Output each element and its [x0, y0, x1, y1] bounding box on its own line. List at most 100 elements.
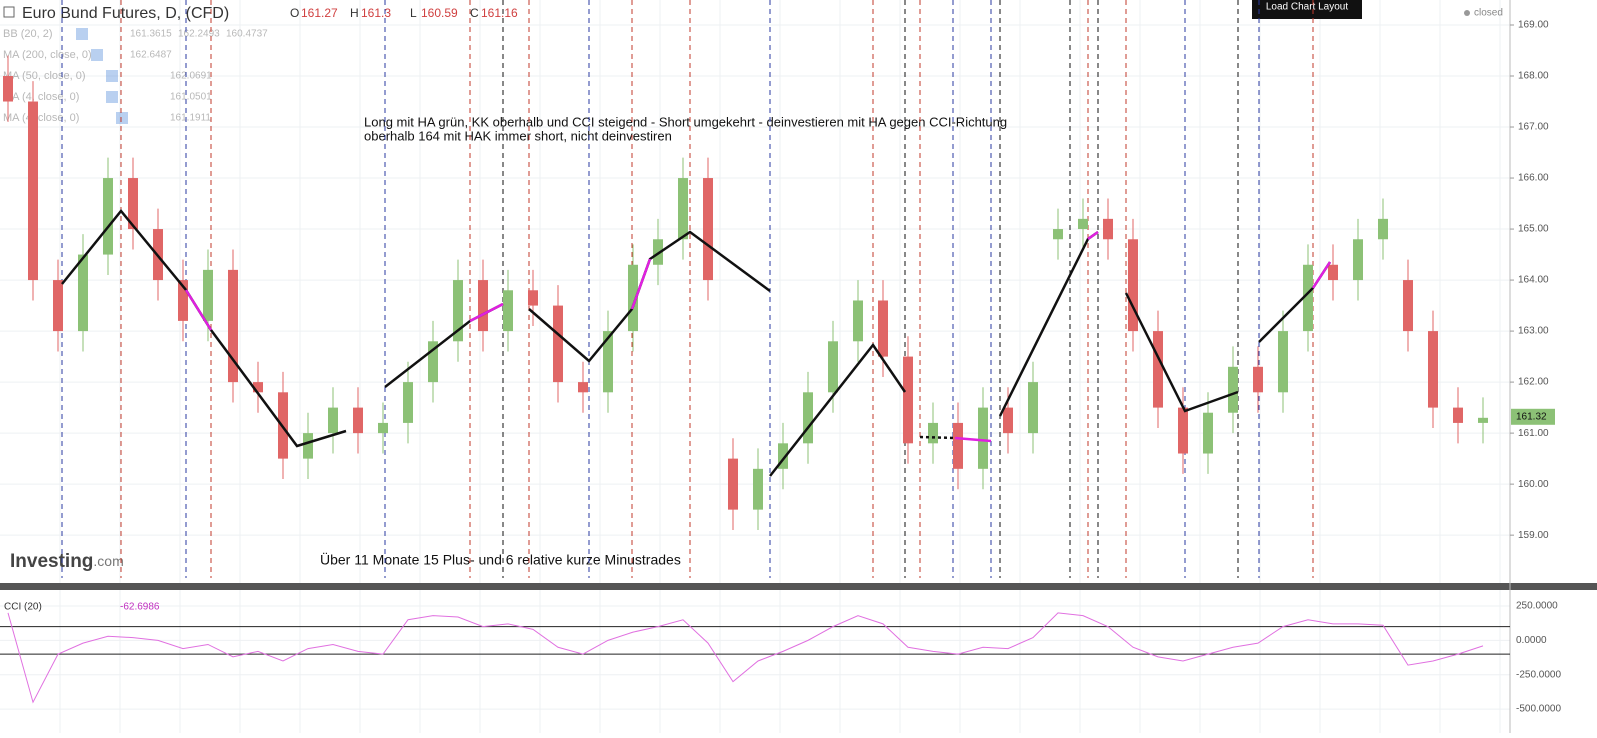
candle-body	[603, 331, 613, 393]
y-tick-label: 166.00	[1518, 173, 1549, 184]
cci-current: -62.6986	[120, 602, 160, 613]
y-tick-label: -250.0000	[1516, 669, 1561, 680]
candle-body	[903, 356, 913, 444]
y-tick-label: 164.00	[1518, 275, 1549, 286]
y-tick-label: 0.0000	[1516, 635, 1547, 646]
collapse-icon[interactable]	[3, 6, 15, 18]
trend-line-highlight	[184, 289, 213, 331]
candle-body	[703, 178, 713, 281]
annotation: Long mit HA grün, KK oberhalb und CCI st…	[364, 114, 1007, 129]
trend-line	[769, 342, 907, 477]
indicator-icon[interactable]	[106, 70, 118, 82]
indicator-icon[interactable]	[106, 91, 118, 103]
y-tick-label: 169.00	[1518, 20, 1549, 31]
candle-body	[103, 178, 113, 255]
indicator-name: MA (50, close, 0)	[3, 70, 86, 82]
indicator-value: 162.0691	[170, 71, 212, 82]
y-tick-label: 162.00	[1518, 377, 1549, 388]
candle-body	[628, 264, 638, 332]
candle-body	[178, 280, 188, 321]
candle-body	[978, 407, 988, 469]
candle-body	[1478, 417, 1488, 423]
y-tick-label: 161.00	[1518, 428, 1549, 439]
indicator-name: MA (4, close, 0)	[3, 91, 79, 103]
candle-body	[853, 300, 863, 342]
ohlc-value: 161.27	[301, 6, 338, 20]
indicator-row: MA (50, close, 0) 162.0691	[3, 70, 212, 82]
last-price-box	[1511, 408, 1555, 425]
indicator-row: MA (4, close, 0) 161.0501	[3, 91, 212, 103]
ohlc-label: O	[290, 6, 299, 20]
candle-body	[353, 407, 363, 434]
candle-body	[1453, 407, 1463, 423]
cci-line	[7, 612, 1484, 704]
y-tick-label: 168.00	[1518, 71, 1549, 82]
candle-body	[1403, 280, 1413, 332]
trend-line-highlight	[630, 258, 652, 310]
status-dot	[1464, 10, 1470, 16]
candle-body	[1028, 382, 1038, 434]
trend-line	[1258, 261, 1332, 343]
candle-body	[1203, 412, 1213, 454]
y-tick-label: 160.00	[1518, 479, 1549, 490]
candle-body	[478, 280, 488, 332]
trend-line-highlight	[469, 302, 504, 323]
button-label[interactable]: Load Chart Layout	[1266, 2, 1349, 13]
ohlc-label: C	[470, 6, 479, 20]
candle-body	[803, 392, 813, 444]
candle-body	[928, 422, 938, 444]
ohlc-value: 161.16	[481, 6, 518, 20]
candle-body	[1378, 218, 1388, 240]
indicator-name: MA (4, close, 0)	[3, 112, 79, 124]
load-layout-button[interactable]	[1252, 0, 1362, 19]
trend-line	[1124, 292, 1239, 413]
candle-body	[253, 382, 263, 393]
candle-body	[1103, 218, 1113, 240]
cci-title: CCI (20)	[4, 602, 42, 613]
candle-body	[403, 382, 413, 423]
last-price-label: 161.32	[1516, 411, 1547, 422]
candle-body	[378, 422, 388, 434]
candle-body	[453, 280, 463, 342]
candle-body	[553, 305, 563, 383]
indicator-icon[interactable]	[116, 112, 128, 124]
candle-body	[303, 433, 313, 459]
candle-body	[78, 254, 88, 332]
candle-body	[1328, 264, 1338, 281]
candle-body	[953, 422, 963, 469]
candle-body	[3, 76, 13, 102]
indicator-icon[interactable]	[76, 28, 88, 40]
candle-body	[203, 269, 213, 321]
trend-line-highlight	[1311, 261, 1332, 289]
indicator-value: 161.0501	[170, 92, 212, 103]
indicator-value: 162.2493	[178, 29, 220, 40]
candle-body	[778, 443, 788, 469]
pane-separator	[0, 583, 1597, 590]
candle-body	[728, 458, 738, 510]
candle-body	[1228, 366, 1238, 413]
indicator-value: 161.3615	[130, 29, 172, 40]
trend-line	[528, 230, 771, 363]
candle-body	[228, 269, 238, 383]
indicator-value: 161.1911	[170, 113, 211, 124]
candle-body	[1003, 407, 1013, 434]
indicator-row: MA (4, close, 0) 161.1911	[3, 112, 211, 124]
candle-body	[828, 341, 838, 393]
y-tick-label: 165.00	[1518, 224, 1549, 235]
candle-body	[1178, 407, 1188, 454]
candle-body	[1253, 366, 1263, 393]
chart-title: Euro Bund Futures, D, (CFD)	[22, 5, 229, 22]
ohlc-value: 160.59	[421, 6, 458, 20]
trend-line	[998, 230, 1099, 417]
indicator-icon[interactable]	[91, 49, 103, 61]
grid-group	[0, 0, 1510, 733]
candle-body	[53, 280, 63, 332]
indicator-value: 162.6487	[130, 50, 172, 61]
candle-body	[1078, 218, 1088, 230]
candle-body	[1153, 331, 1163, 408]
y-tick-label: -500.0000	[1516, 704, 1561, 715]
y-tick-label: 167.00	[1518, 122, 1549, 133]
annotation: oberhalb 164 mit HAK immer short, nicht …	[364, 128, 672, 143]
